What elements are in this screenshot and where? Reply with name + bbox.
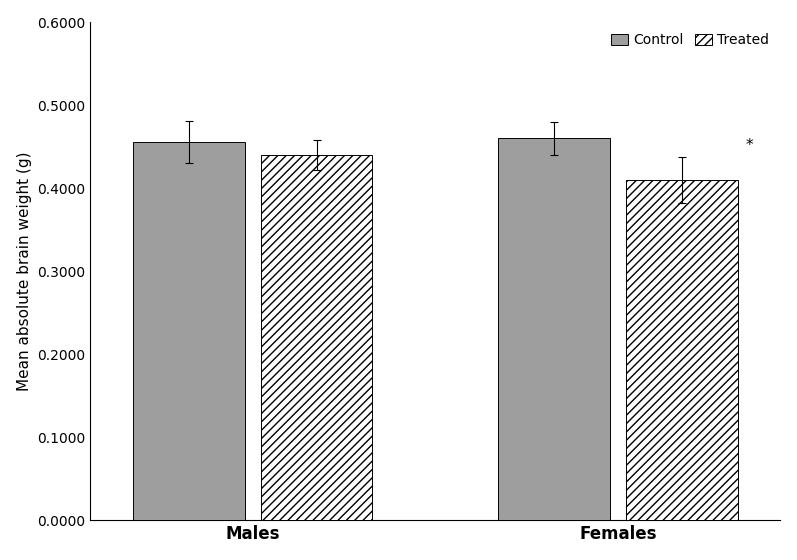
Text: *: * [745,138,752,152]
Bar [498,138,610,520]
Bar [133,142,245,520]
Bar [261,155,372,520]
Legend: Control, Treated: Control, Treated [607,29,773,52]
Y-axis label: Mean absolute brain weight (g): Mean absolute brain weight (g) [17,152,32,391]
Bar [626,180,738,520]
